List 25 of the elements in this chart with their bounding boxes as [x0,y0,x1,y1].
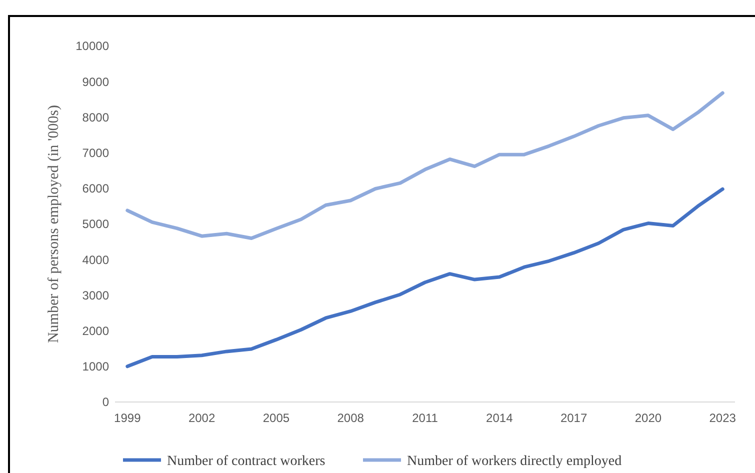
x-tick-label: 2005 [262,411,290,425]
x-tick-label: 2023 [709,411,736,425]
legend-label: Number of workers directly employed [407,454,622,469]
x-tick-label: 2017 [560,411,588,425]
line-series [126,187,724,368]
y-tick-label: 0 [102,395,110,410]
y-tick-label: 10000 [76,39,110,54]
y-tick-label: 9000 [82,74,110,89]
y-tick-label: 1000 [82,360,110,374]
y-tick-label: 4000 [82,252,110,267]
legend-label: Number of contract workers [167,454,326,469]
y-tick-label: 3000 [82,288,110,302]
y-tick-label: 5000 [82,217,110,232]
line-series [126,91,724,240]
y-tick-label: 7000 [82,146,110,160]
x-tick-label: 2002 [188,411,216,425]
y-tick-label: 6000 [82,182,110,196]
x-tick-label: 2020 [634,411,662,425]
y-tick-label: 2000 [82,324,110,338]
x-tick-label: 2011 [412,411,438,425]
y-axis-title: Number of persons employed (in '000s) [46,104,62,344]
x-tick-label: 1999 [114,411,142,425]
x-tick-label: 2014 [486,411,514,425]
y-tick-label: 8000 [82,110,110,124]
x-tick-label: 2008 [337,411,364,425]
